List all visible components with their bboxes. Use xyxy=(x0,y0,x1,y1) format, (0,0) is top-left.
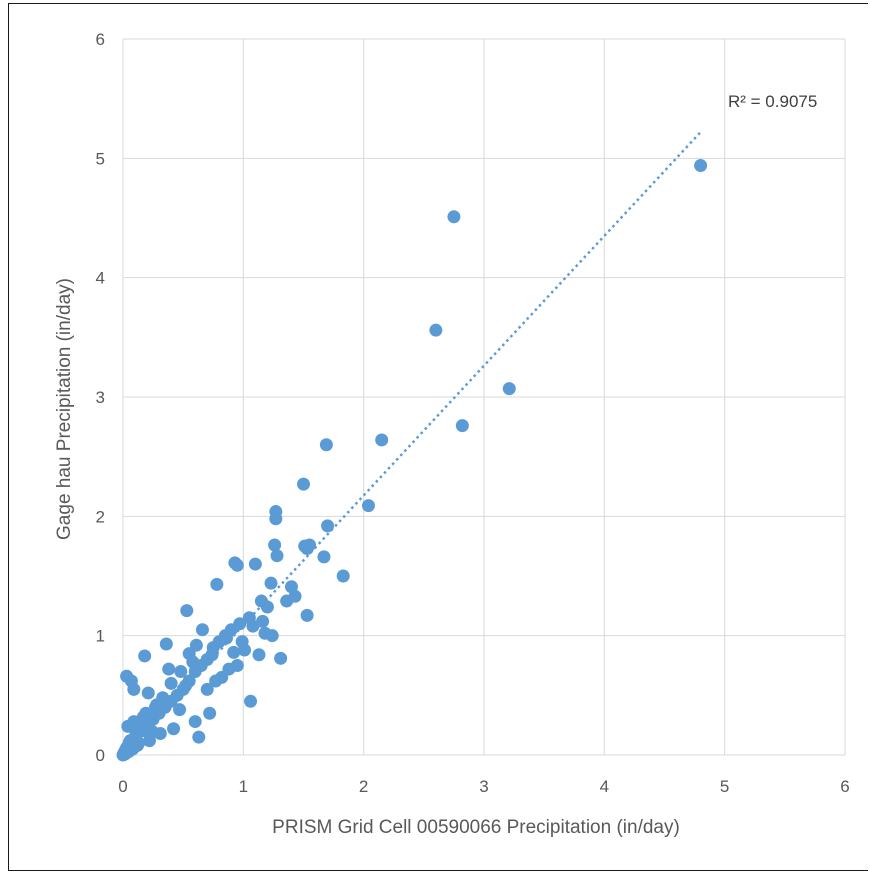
data-point xyxy=(174,664,188,678)
data-point xyxy=(336,569,350,583)
y-tick-label: 3 xyxy=(96,388,105,407)
data-point xyxy=(210,577,224,591)
y-axis-ticks: 0 1 2 3 4 5 6 xyxy=(96,30,105,765)
y-tick-label: 4 xyxy=(96,269,105,288)
data-point xyxy=(205,648,219,662)
y-axis-title: Gage hau Precipitation (in/day) xyxy=(54,278,75,540)
data-point xyxy=(280,594,294,608)
x-tick-label: 2 xyxy=(359,777,368,796)
data-point xyxy=(219,631,233,645)
data-point xyxy=(180,604,194,618)
data-point xyxy=(230,659,244,672)
data-point xyxy=(260,600,274,614)
data-point xyxy=(256,614,270,628)
y-tick-label: 0 xyxy=(96,746,105,765)
data-point xyxy=(162,662,176,676)
data-point xyxy=(258,626,272,640)
data-point xyxy=(189,638,203,652)
data-point xyxy=(159,637,173,651)
data-point xyxy=(235,635,249,649)
data-point xyxy=(188,715,202,729)
data-point xyxy=(248,557,262,571)
data-point xyxy=(502,382,516,396)
data-point xyxy=(179,679,193,693)
data-point xyxy=(268,538,282,552)
x-axis-ticks: 0 1 2 3 4 5 6 xyxy=(118,777,849,796)
data-point xyxy=(455,419,469,433)
data-point xyxy=(300,608,314,622)
data-points xyxy=(116,158,708,762)
y-tick-label: 5 xyxy=(96,149,105,168)
data-point xyxy=(145,724,159,738)
x-tick-label: 3 xyxy=(479,777,488,796)
data-point xyxy=(118,747,132,761)
scatter-chart: 0 1 2 3 4 5 6 0 1 2 3 4 5 6 R² = 0.9075 PRISM Grid C… xyxy=(54,30,850,838)
chart-frame: 0 1 2 3 4 5 6 0 1 2 3 4 5 6 R² = 0.9075 PRISM Grid C… xyxy=(8,3,868,871)
data-point xyxy=(203,706,217,720)
r-squared-label: R² = 0.9075 xyxy=(728,92,817,111)
data-point xyxy=(447,210,461,224)
data-point xyxy=(230,558,244,572)
data-point xyxy=(209,674,223,688)
data-point xyxy=(246,619,260,633)
data-point xyxy=(244,694,258,708)
data-point xyxy=(200,682,214,696)
data-point xyxy=(252,648,266,662)
data-point xyxy=(141,686,155,700)
data-point xyxy=(192,730,206,744)
x-axis-title: PRISM Grid Cell 00590066 Precipitation (… xyxy=(272,817,680,838)
data-point xyxy=(148,700,162,714)
data-point xyxy=(429,323,443,337)
x-tick-label: 5 xyxy=(720,777,729,796)
data-point xyxy=(694,158,708,172)
x-tick-label: 6 xyxy=(840,777,849,796)
data-point xyxy=(127,715,141,729)
data-point xyxy=(156,691,170,705)
data-point xyxy=(375,433,389,447)
data-point xyxy=(227,645,241,659)
data-point xyxy=(270,549,284,563)
data-point xyxy=(269,512,283,526)
x-tick-label: 1 xyxy=(239,777,248,796)
data-point xyxy=(195,623,209,637)
x-tick-label: 0 xyxy=(118,777,127,796)
data-point xyxy=(167,722,181,736)
data-point xyxy=(361,499,375,513)
data-point xyxy=(319,438,333,452)
data-point xyxy=(132,736,146,750)
data-point xyxy=(298,539,312,553)
gridlines xyxy=(122,38,846,756)
y-tick-label: 2 xyxy=(96,507,105,526)
data-point xyxy=(164,676,178,690)
data-point xyxy=(317,550,331,564)
data-point xyxy=(186,655,200,669)
x-tick-label: 4 xyxy=(600,777,609,796)
data-point xyxy=(173,703,187,717)
data-point xyxy=(264,576,278,590)
data-point xyxy=(321,519,335,533)
data-point xyxy=(127,682,141,696)
data-point xyxy=(274,651,288,665)
y-tick-label: 6 xyxy=(96,30,105,49)
y-tick-label: 1 xyxy=(96,627,105,646)
data-point xyxy=(138,649,152,663)
data-point xyxy=(297,477,310,491)
